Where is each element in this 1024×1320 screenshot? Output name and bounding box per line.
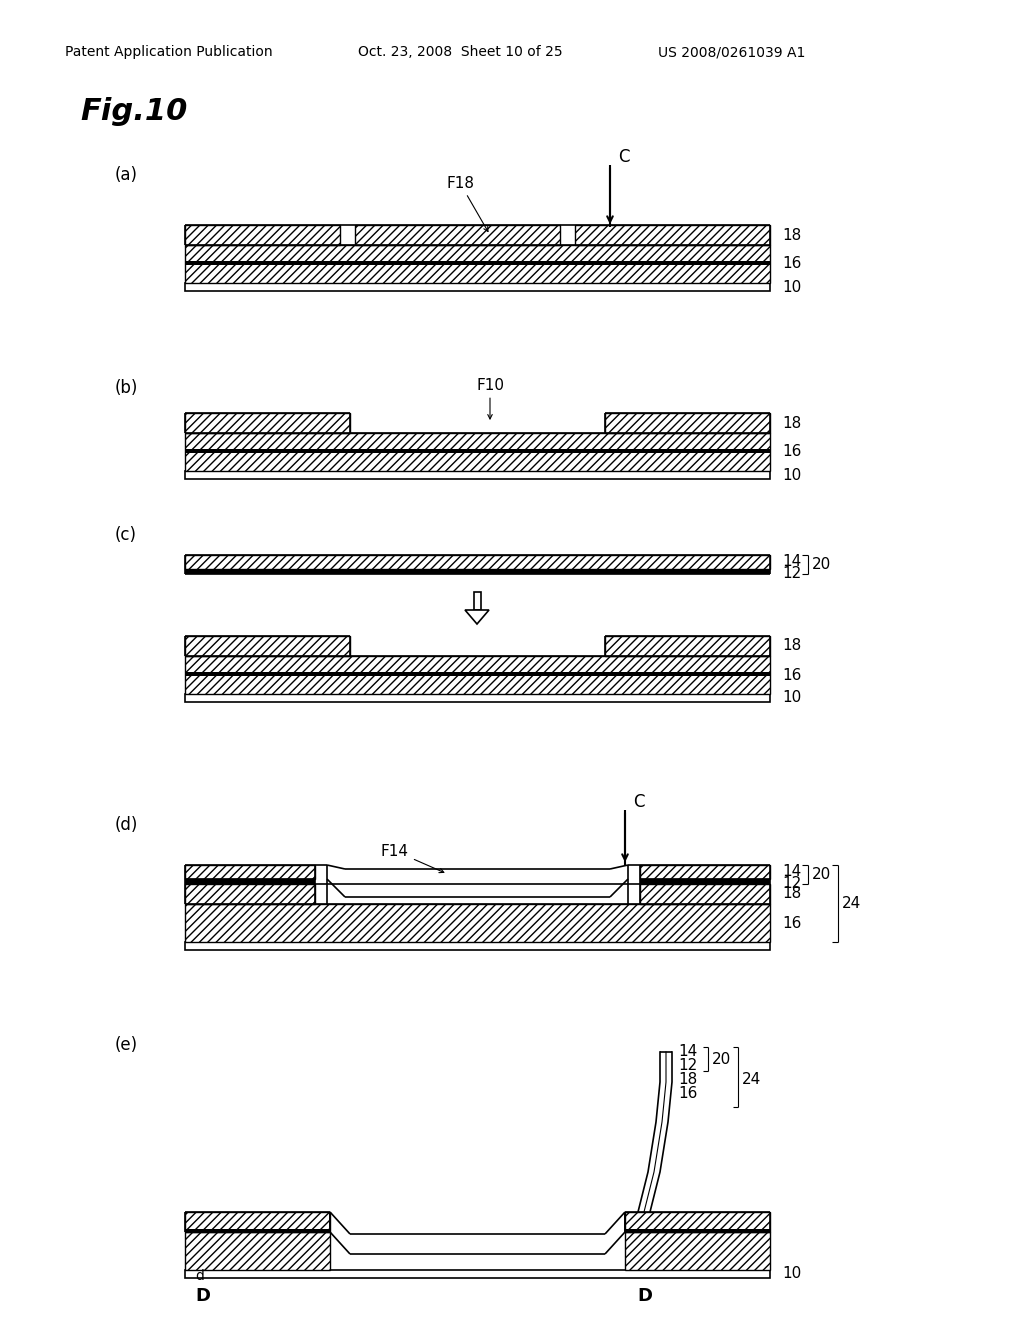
Text: F10: F10 (476, 378, 504, 418)
Text: Oct. 23, 2008  Sheet 10 of 25: Oct. 23, 2008 Sheet 10 of 25 (358, 45, 562, 59)
Text: F18: F18 (446, 176, 488, 231)
Text: 10: 10 (782, 280, 801, 294)
Text: US 2008/0261039 A1: US 2008/0261039 A1 (658, 45, 805, 59)
Bar (185, 261, 770, 265)
Text: 18: 18 (678, 1072, 697, 1088)
Text: (d): (d) (115, 816, 138, 834)
Polygon shape (465, 610, 489, 624)
Bar (605, 413, 770, 433)
Bar (185, 942, 770, 950)
Text: 12: 12 (782, 566, 801, 581)
Text: 16: 16 (678, 1086, 697, 1101)
Text: D: D (638, 1287, 652, 1305)
Bar (185, 636, 350, 656)
Text: C: C (633, 793, 644, 810)
Text: 10: 10 (782, 1266, 801, 1282)
Bar (185, 1232, 330, 1270)
Bar (625, 1232, 770, 1270)
Text: 14: 14 (782, 554, 801, 569)
Bar (185, 656, 770, 694)
Bar (185, 1229, 330, 1232)
Bar (185, 554, 770, 569)
Text: 12: 12 (782, 876, 801, 891)
Bar (605, 636, 770, 656)
Bar (640, 865, 770, 879)
Bar (185, 449, 770, 453)
Bar (640, 879, 770, 884)
Text: 18: 18 (782, 416, 801, 430)
Text: 20: 20 (812, 867, 831, 882)
Text: C: C (618, 148, 630, 166)
Bar (185, 471, 770, 479)
Text: 20: 20 (812, 557, 831, 572)
Text: 24: 24 (842, 896, 861, 911)
Text: 16: 16 (782, 916, 802, 931)
Bar (185, 865, 315, 879)
Text: 10: 10 (782, 690, 801, 705)
Text: 16: 16 (782, 445, 802, 459)
Text: 20: 20 (712, 1052, 731, 1067)
Bar (185, 1270, 770, 1278)
Text: 14: 14 (678, 1044, 697, 1060)
Bar (185, 569, 770, 574)
Bar (185, 694, 770, 702)
Bar (185, 282, 770, 290)
Bar (185, 246, 770, 282)
Text: Patent Application Publication: Patent Application Publication (65, 45, 272, 59)
Text: 10: 10 (782, 467, 801, 483)
Text: 16: 16 (782, 256, 802, 272)
Text: 24: 24 (742, 1072, 761, 1086)
Bar (625, 1212, 770, 1232)
Text: (e): (e) (115, 1036, 138, 1053)
Bar (185, 672, 770, 676)
Text: 14: 14 (782, 865, 801, 879)
Text: Fig.10: Fig.10 (80, 98, 187, 127)
Bar (355, 224, 560, 246)
Text: (b): (b) (115, 379, 138, 397)
Bar (473, 591, 480, 610)
Text: 18: 18 (782, 639, 801, 653)
Text: D: D (196, 1287, 211, 1305)
Text: d: d (195, 1269, 204, 1283)
Bar (185, 1212, 330, 1232)
Text: F14: F14 (381, 843, 443, 873)
Text: 16: 16 (782, 668, 802, 682)
Text: 18: 18 (782, 887, 801, 902)
Bar (185, 904, 770, 942)
Text: (a): (a) (115, 166, 138, 183)
Bar (185, 884, 315, 904)
Bar (625, 1229, 770, 1232)
Text: 12: 12 (678, 1059, 697, 1073)
Bar (640, 884, 770, 904)
Bar (185, 224, 340, 246)
Bar (575, 224, 770, 246)
Bar (185, 413, 350, 433)
Text: (c): (c) (115, 525, 137, 544)
Bar (185, 879, 315, 884)
Bar (185, 433, 770, 471)
Text: 18: 18 (782, 227, 801, 243)
